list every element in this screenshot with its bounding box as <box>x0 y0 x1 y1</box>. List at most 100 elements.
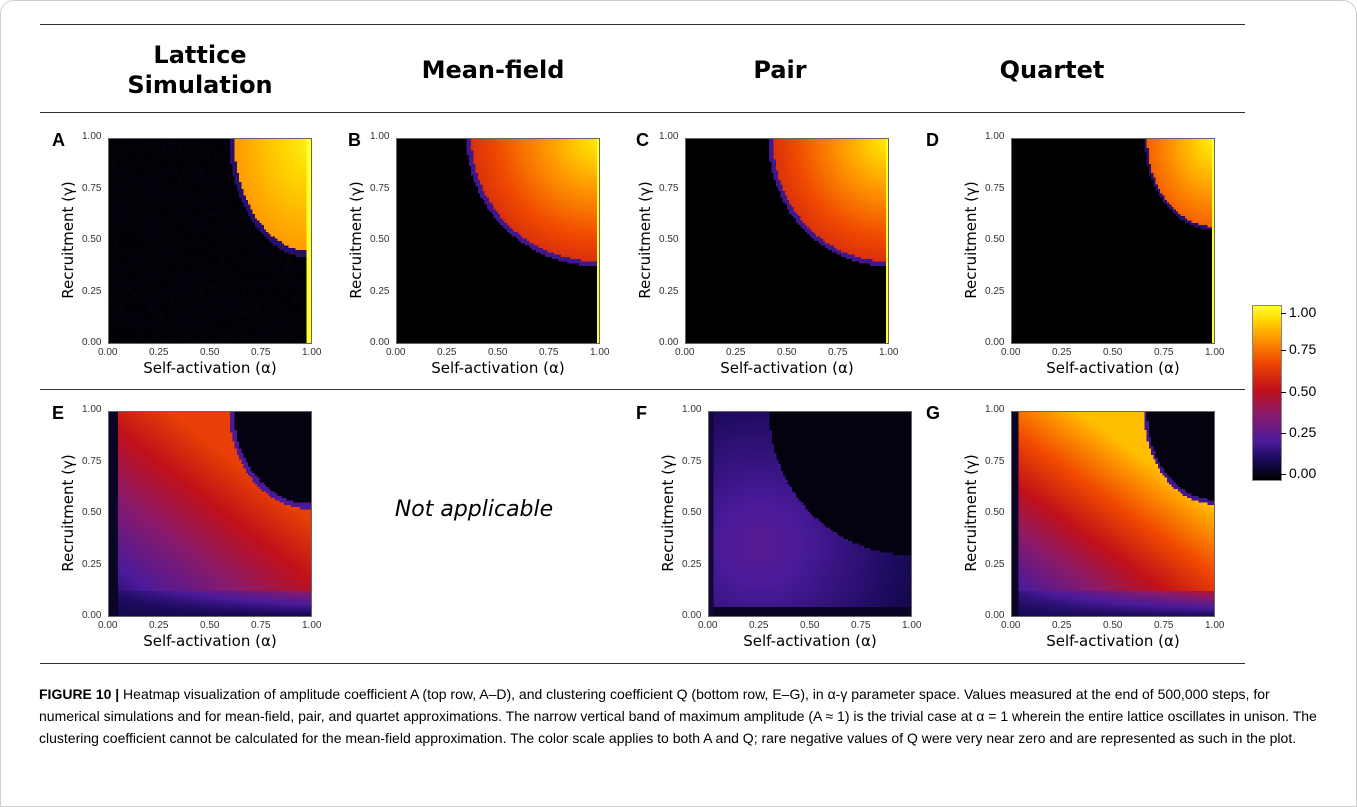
x-tick-label: 0.25 <box>1052 347 1071 358</box>
y-tick-label: 1.00 <box>82 404 101 415</box>
x-tick-label: 0.50 <box>488 347 507 358</box>
x-tick-label: 0.50 <box>200 347 219 358</box>
figure-caption: FIGURE 10 | Heatmap visualization of amp… <box>39 683 1329 749</box>
colorbar-tick-label: 0.25 <box>1289 424 1316 440</box>
header-rule <box>40 112 1245 113</box>
y-tick-label: 0.75 <box>985 456 1004 467</box>
x-tick-label: 1.00 <box>902 620 921 631</box>
y-axis-label: Recruitment (γ) <box>636 140 654 340</box>
heatmap-f <box>708 411 912 617</box>
y-tick-label: 0.75 <box>682 456 701 467</box>
y-tick-label: 0.50 <box>370 234 389 245</box>
x-tick-label: 1.00 <box>590 347 609 358</box>
colorbar <box>1252 305 1282 481</box>
row-divider-rule <box>40 389 1245 390</box>
y-tick-label: 0.25 <box>659 286 678 297</box>
x-tick-label: 0.00 <box>98 347 117 358</box>
y-tick-label: 0.50 <box>985 507 1004 518</box>
x-axis-label: Self-activation (α) <box>667 359 907 377</box>
x-tick-label: 1.00 <box>1205 620 1224 631</box>
not-applicable-note: Not applicable <box>374 495 574 525</box>
y-tick-label: 0.50 <box>82 507 101 518</box>
y-axis-label: Recruitment (γ) <box>962 413 980 613</box>
colorbar-tick-mark <box>1281 474 1286 475</box>
colorbar-tick-label: 0.50 <box>1289 383 1316 399</box>
colorbar-tick-label: 1.00 <box>1289 304 1316 320</box>
x-tick-label: 0.00 <box>675 347 694 358</box>
y-tick-label: 0.25 <box>82 559 101 570</box>
x-tick-label: 1.00 <box>302 347 321 358</box>
y-tick-label: 1.00 <box>370 131 389 142</box>
y-axis-label: Recruitment (γ) <box>347 140 365 340</box>
y-tick-label: 1.00 <box>682 404 701 415</box>
y-axis-label: Recruitment (γ) <box>659 413 677 613</box>
heatmap-a <box>108 138 312 344</box>
x-tick-label: 1.00 <box>879 347 898 358</box>
x-tick-label: 0.50 <box>200 620 219 631</box>
y-tick-label: 0.75 <box>370 183 389 194</box>
y-tick-label: 0.75 <box>82 456 101 467</box>
x-axis-label: Self-activation (α) <box>993 359 1233 377</box>
y-tick-label: 0.75 <box>985 183 1004 194</box>
x-tick-label: 0.00 <box>98 620 117 631</box>
colorbar-tick-mark <box>1281 392 1286 393</box>
x-tick-label: 0.25 <box>749 620 768 631</box>
column-header-mean-field: Mean-field <box>373 55 613 85</box>
column-header-lattice: Lattice Simulation <box>80 40 320 100</box>
x-tick-label: 0.50 <box>1103 347 1122 358</box>
y-tick-label: 0.50 <box>82 234 101 245</box>
caption-text: Heatmap visualization of amplitude coeff… <box>39 686 1317 746</box>
x-tick-label: 0.75 <box>251 620 270 631</box>
x-tick-label: 0.50 <box>800 620 819 631</box>
heatmap-e <box>108 411 312 617</box>
y-tick-label: 1.00 <box>985 404 1004 415</box>
y-tick-label: 1.00 <box>985 131 1004 142</box>
heatmap-c <box>685 138 889 344</box>
colorbar-tick-mark <box>1281 313 1286 314</box>
colorbar-tick-label: 0.00 <box>1289 465 1316 481</box>
y-tick-label: 0.50 <box>985 234 1004 245</box>
x-tick-label: 0.75 <box>1154 620 1173 631</box>
y-tick-label: 0.75 <box>659 183 678 194</box>
heatmap-d <box>1011 138 1215 344</box>
x-tick-label: 0.75 <box>828 347 847 358</box>
y-axis-label: Recruitment (γ) <box>59 413 77 613</box>
top-rule <box>40 24 1245 25</box>
x-tick-label: 0.25 <box>1052 620 1071 631</box>
colorbar-tick-mark <box>1281 350 1286 351</box>
x-axis-label: Self-activation (α) <box>690 632 930 650</box>
y-tick-label: 0.25 <box>82 286 101 297</box>
y-axis-label: Recruitment (γ) <box>59 140 77 340</box>
y-tick-label: 0.25 <box>682 559 701 570</box>
colorbar-tick-label: 0.75 <box>1289 341 1316 357</box>
y-tick-label: 0.75 <box>82 183 101 194</box>
colorbar-tick-mark <box>1281 433 1286 434</box>
y-tick-label: 0.25 <box>985 286 1004 297</box>
y-axis-label: Recruitment (γ) <box>962 140 980 340</box>
column-header-pair: Pair <box>660 55 900 85</box>
y-tick-label: 0.50 <box>659 234 678 245</box>
x-tick-label: 0.00 <box>1001 620 1020 631</box>
y-tick-label: 0.25 <box>985 559 1004 570</box>
y-tick-label: 0.50 <box>682 507 701 518</box>
x-axis-label: Self-activation (α) <box>993 632 1233 650</box>
x-tick-label: 0.75 <box>539 347 558 358</box>
x-tick-label: 1.00 <box>302 620 321 631</box>
y-tick-label: 1.00 <box>82 131 101 142</box>
heatmap-g <box>1011 411 1215 617</box>
x-tick-label: 1.00 <box>1205 347 1224 358</box>
x-tick-label: 0.25 <box>149 347 168 358</box>
x-tick-label: 0.75 <box>1154 347 1173 358</box>
x-tick-label: 0.00 <box>698 620 717 631</box>
x-tick-label: 0.75 <box>851 620 870 631</box>
x-tick-label: 0.00 <box>1001 347 1020 358</box>
x-tick-label: 0.25 <box>149 620 168 631</box>
panel-letter-g: G <box>926 403 940 424</box>
x-axis-label: Self-activation (α) <box>90 359 330 377</box>
caption-label: FIGURE 10 | <box>39 686 119 702</box>
x-tick-label: 0.75 <box>251 347 270 358</box>
x-axis-label: Self-activation (α) <box>378 359 618 377</box>
x-tick-label: 0.25 <box>437 347 456 358</box>
panel-letter-d: D <box>926 130 939 151</box>
x-axis-label: Self-activation (α) <box>90 632 330 650</box>
